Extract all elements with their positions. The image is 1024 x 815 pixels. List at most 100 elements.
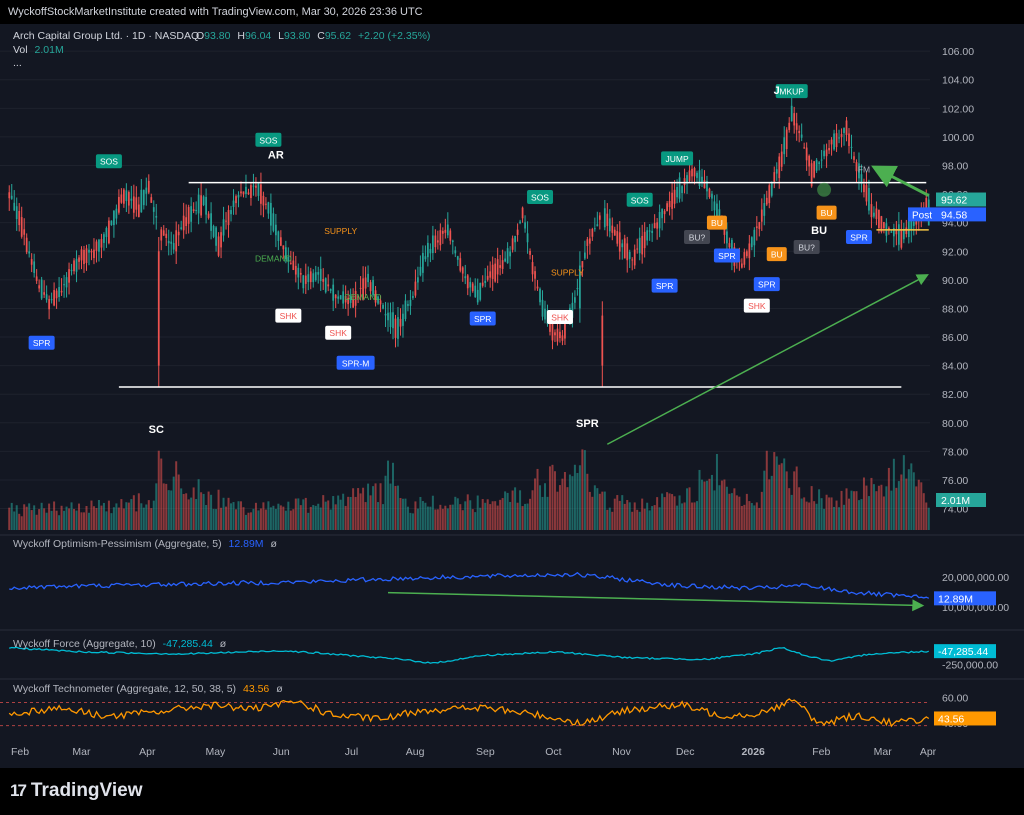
post-tag-label: Post xyxy=(912,210,932,221)
volume-bar xyxy=(666,492,669,530)
tradingview-logo[interactable]: 17 TradingView xyxy=(10,780,143,802)
svg-text:Wyckoff Force (Aggregate, 10): Wyckoff Force (Aggregate, 10) -47,285.44… xyxy=(13,638,227,650)
time-axis-label: May xyxy=(205,746,226,758)
volume-bar xyxy=(15,505,18,530)
candle-body xyxy=(910,219,913,230)
main-legend: Arch Capital Group Ltd. · 1D · NASDAQ O9… xyxy=(13,30,430,69)
volume-bar xyxy=(421,501,424,530)
volume-bar xyxy=(359,493,362,530)
volume-bar xyxy=(60,505,63,530)
candle-body xyxy=(554,332,556,336)
volume-bar xyxy=(180,488,183,530)
candle-body xyxy=(892,228,895,237)
candle-body xyxy=(912,221,915,226)
price-tick-label: 98.00 xyxy=(942,161,968,173)
candle-body xyxy=(200,195,202,216)
volume-bar xyxy=(284,510,287,530)
volume-bar xyxy=(476,495,479,530)
volume-bar xyxy=(132,495,135,530)
volume-bar xyxy=(87,512,90,530)
candle-body xyxy=(810,163,813,187)
candle-body xyxy=(115,208,118,219)
volume-bar xyxy=(177,474,180,530)
candle-body xyxy=(544,308,546,320)
candle-body xyxy=(103,234,105,243)
volume-bar xyxy=(50,510,53,530)
volume-bar xyxy=(578,465,581,530)
volume-bar xyxy=(705,480,708,530)
candle-body xyxy=(713,201,716,211)
candle-body xyxy=(469,281,472,288)
candle-body xyxy=(13,202,16,211)
volume-bar xyxy=(810,486,813,530)
indicator-tag-box xyxy=(934,591,996,606)
wyckoff-label-spr: SPR xyxy=(469,311,496,326)
candle-body xyxy=(424,256,427,260)
indicator-tag-text: -47,285.44 xyxy=(938,646,988,658)
volume-bar xyxy=(910,463,913,530)
volume-bar xyxy=(172,476,175,530)
volume-bar xyxy=(838,507,841,530)
candle-body xyxy=(718,209,721,222)
candle-body xyxy=(616,231,619,244)
volume-bar xyxy=(120,499,123,530)
volume-bar xyxy=(192,487,195,530)
wyckoff-label-sos: SOS xyxy=(95,154,122,169)
volume-bar xyxy=(618,500,621,530)
candle-body xyxy=(883,222,885,229)
price-tick-label: 84.00 xyxy=(942,361,968,373)
volume-bar xyxy=(853,491,855,530)
candle-body xyxy=(108,220,110,244)
candle-body xyxy=(65,277,68,288)
volume-bar xyxy=(367,483,370,530)
symbol-title: Arch Capital Group Ltd. · 1D · NASDAQ xyxy=(13,30,199,42)
label-box xyxy=(743,298,770,313)
volume-bar xyxy=(738,496,741,530)
volume-bar xyxy=(406,506,409,530)
indicator-tag-text: 12.89M xyxy=(938,593,973,605)
candle-body xyxy=(658,211,661,229)
price-tag-text: 94.58 xyxy=(941,209,967,221)
volume-bar xyxy=(334,504,337,530)
volume-bar xyxy=(798,487,801,530)
candle-body xyxy=(773,172,776,182)
volume-bar xyxy=(723,479,726,530)
candle-body xyxy=(431,235,434,254)
volume-bar xyxy=(369,495,372,530)
candle-body xyxy=(740,263,743,268)
candle-body xyxy=(20,217,23,237)
volume-bar xyxy=(880,484,883,530)
candle-body xyxy=(279,237,282,246)
candle-body xyxy=(798,130,801,134)
volume-bar xyxy=(327,500,330,530)
candle-body xyxy=(123,189,125,204)
price-axis[interactable]: 106.00104.00102.00100.0098.0096.0094.009… xyxy=(11,46,986,758)
indicator-value-tag: -47,285.44 xyxy=(934,644,996,659)
volume-bar xyxy=(105,511,108,530)
time-axis-label: Sep xyxy=(476,746,495,758)
volume-bar xyxy=(377,502,380,530)
label-text: SPR xyxy=(474,314,491,324)
price-tick-label: 102.00 xyxy=(942,103,974,115)
volume-bar xyxy=(920,482,923,530)
volume-bar xyxy=(426,506,429,530)
candle-body xyxy=(172,243,175,250)
chart-canvas[interactable]: SOS SOS SOS SOS JUMP MKUP SPR SPR-M SPR SPR SPR SPR… xyxy=(0,24,1024,768)
volume-bar xyxy=(912,472,915,530)
volume-bar xyxy=(354,496,357,530)
candle-body xyxy=(260,184,262,204)
techno-extra: ø xyxy=(276,683,283,695)
volume-bar xyxy=(329,509,332,530)
post-tag-box xyxy=(908,207,936,222)
event-label: BU xyxy=(811,225,827,237)
candle-body xyxy=(708,188,711,198)
label-box xyxy=(469,311,496,326)
volume-bar xyxy=(387,460,390,530)
volume-bar xyxy=(830,497,833,530)
candle-body xyxy=(509,251,511,257)
volume-bar xyxy=(222,497,225,530)
candle-body xyxy=(828,148,830,151)
volume-bar xyxy=(242,507,245,530)
candle-body xyxy=(666,203,668,212)
candle-body xyxy=(489,271,492,278)
